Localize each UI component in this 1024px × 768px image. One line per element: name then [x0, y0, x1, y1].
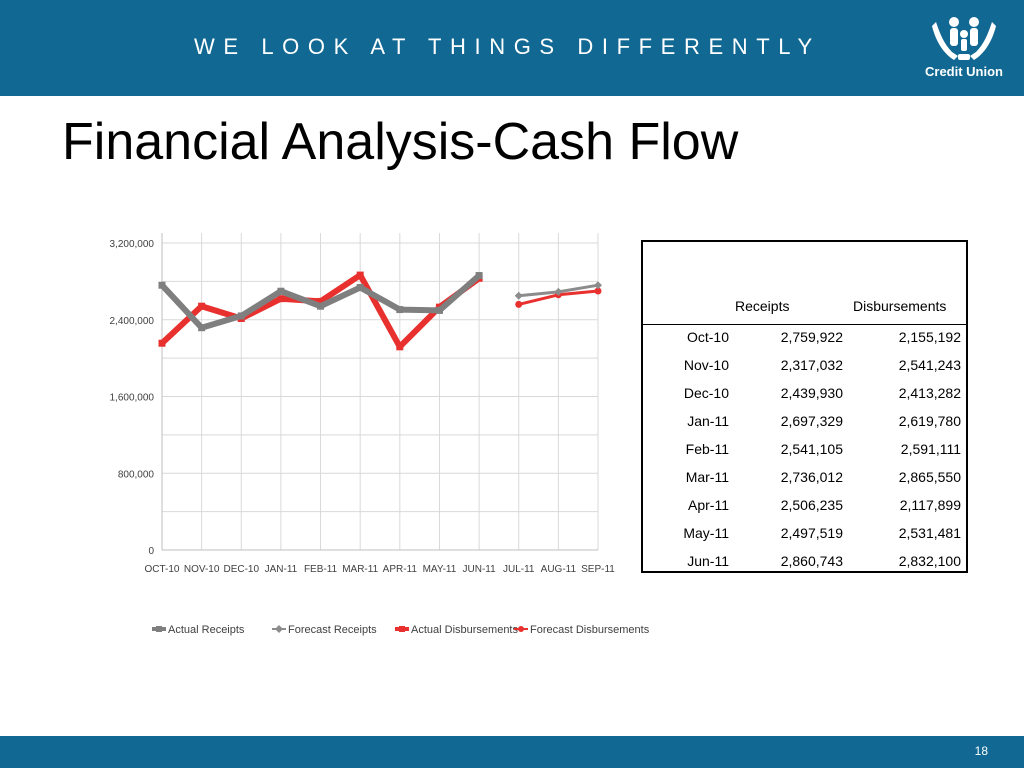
data-point — [237, 312, 245, 320]
row-disbursements: 2,591,111 — [900, 441, 961, 457]
x-tick-label: AUG-11 — [541, 564, 577, 575]
table-row: Mar-11 2,736,012 2,865,550 — [643, 464, 966, 492]
legend-label: Actual Disbursements — [411, 624, 518, 636]
legend-label: Forecast Disbursements — [530, 624, 650, 636]
x-tick-label: MAY-11 — [423, 564, 457, 575]
row-receipts: 2,497,519 — [780, 525, 843, 541]
x-tick-label: JAN-11 — [265, 564, 298, 575]
page-title: Financial Analysis-Cash Flow — [62, 113, 739, 171]
row-period: Mar-11 — [685, 469, 729, 485]
header-disbursements: Disbursements — [853, 298, 947, 314]
legend-label: Forecast Receipts — [288, 624, 377, 636]
x-tick-label: APR-11 — [383, 564, 418, 575]
data-point — [317, 302, 325, 310]
row-disbursements: 2,865,550 — [898, 469, 961, 485]
x-tick-label: DEC-10 — [223, 564, 259, 575]
row-receipts: 2,697,329 — [780, 413, 843, 429]
data-point — [396, 343, 404, 351]
row-receipts: 2,759,922 — [780, 329, 843, 345]
table-row: Oct-10 2,759,922 2,155,192 — [643, 324, 966, 352]
y-tick-label: 3,200,000 — [110, 239, 155, 250]
legend-marker — [156, 626, 162, 632]
page-number: 18 — [974, 744, 988, 758]
table-row: Nov-10 2,317,032 2,541,243 — [643, 352, 966, 380]
legend-marker — [275, 625, 283, 633]
row-period: Feb-11 — [685, 441, 729, 457]
row-disbursements: 2,117,899 — [899, 497, 961, 513]
legend-label: Actual Receipts — [168, 624, 245, 636]
row-receipts: 2,860,743 — [780, 553, 843, 569]
data-point — [356, 271, 364, 279]
data-point — [514, 291, 523, 300]
data-point — [594, 287, 602, 295]
row-period: Oct-10 — [686, 329, 729, 345]
table-row: Apr-11 2,506,235 2,117,899 — [643, 492, 966, 520]
x-tick-label: JUN-11 — [463, 564, 497, 575]
x-tick-label: OCT-10 — [144, 564, 179, 575]
table-row: Feb-11 2,541,105 2,591,111 — [643, 436, 966, 464]
data-point — [594, 281, 602, 290]
y-tick-label: 800,000 — [118, 469, 155, 480]
table-row: Jan-11 2,697,329 2,619,780 — [643, 408, 966, 436]
credit-union-logo: Credit Union — [914, 12, 1014, 84]
y-tick-label: 1,600,000 — [110, 393, 155, 404]
data-point — [475, 272, 483, 280]
data-point — [356, 284, 364, 292]
x-tick-label: JUL-11 — [503, 564, 535, 575]
x-tick-label: SEP-11 — [581, 564, 615, 575]
table-header-row: Receipts Disbursements — [643, 242, 966, 325]
cash-flow-table: Receipts Disbursements Oct-10 2,759,922 … — [641, 240, 968, 573]
row-receipts: 2,541,105 — [780, 441, 843, 457]
table-row: Dec-10 2,439,930 2,413,282 — [643, 380, 966, 408]
x-tick-label: FEB-11 — [304, 564, 338, 575]
table-row: Jun-11 2,860,743 2,832,100 — [643, 548, 966, 576]
row-disbursements: 2,155,192 — [898, 329, 961, 345]
tagline: WE LOOK AT THINGS DIFFERENTLY — [194, 34, 821, 59]
data-point — [515, 300, 523, 308]
data-point — [158, 339, 166, 347]
data-point — [277, 287, 285, 295]
logo-text: Credit Union — [925, 64, 1003, 79]
row-period: Apr-11 — [688, 497, 729, 513]
row-period: Dec-10 — [683, 385, 729, 401]
data-point — [277, 295, 285, 303]
table-row: May-11 2,497,519 2,531,481 — [643, 520, 966, 548]
row-receipts: 2,317,032 — [780, 357, 843, 373]
data-point — [396, 306, 404, 314]
legend-marker — [518, 626, 524, 632]
x-tick-label: NOV-10 — [184, 564, 220, 575]
data-point — [317, 297, 325, 305]
data-point — [198, 302, 206, 310]
row-period: May-11 — [683, 525, 729, 541]
data-point — [158, 281, 166, 289]
data-point — [435, 306, 443, 314]
row-disbursements: 2,832,100 — [898, 553, 961, 569]
footer-bar: 18 — [0, 736, 1024, 768]
legend-marker — [399, 626, 405, 632]
y-tick-label: 0 — [148, 546, 154, 557]
row-period: Jan-11 — [687, 413, 729, 429]
x-tick-label: MAR-11 — [342, 564, 378, 575]
row-receipts: 2,736,012 — [780, 469, 843, 485]
data-point — [198, 324, 206, 332]
row-disbursements: 2,619,780 — [898, 413, 961, 429]
row-receipts: 2,506,235 — [780, 497, 843, 513]
row-period: Jun-11 — [687, 553, 729, 569]
header-receipts: Receipts — [735, 298, 790, 314]
data-point — [554, 287, 563, 296]
family-hands-icon — [932, 17, 996, 60]
header-bar: WE LOOK AT THINGS DIFFERENTLY Credit Uni… — [0, 0, 1024, 96]
row-receipts: 2,439,930 — [780, 385, 843, 401]
row-disbursements: 2,413,282 — [898, 385, 961, 401]
row-disbursements: 2,531,481 — [898, 525, 961, 541]
row-disbursements: 2,541,243 — [898, 357, 961, 373]
row-period: Nov-10 — [683, 357, 729, 373]
y-tick-label: 2,400,000 — [110, 316, 155, 327]
